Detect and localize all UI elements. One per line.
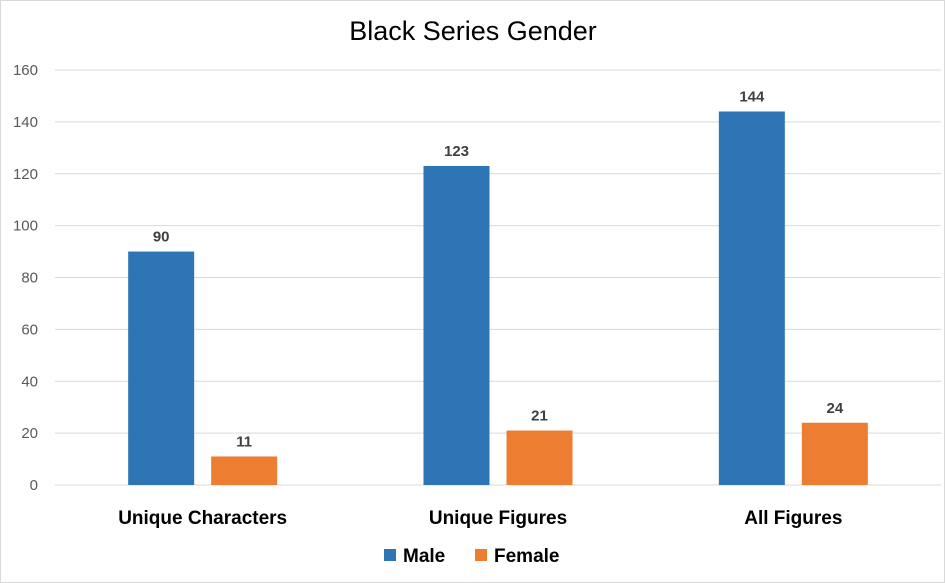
x-axis-categories: Unique Characters Unique Figures All Figur… — [118, 508, 842, 529]
data-label: 123 — [444, 143, 469, 160]
bar-male-2 — [718, 111, 785, 485]
category-label: All Figures — [744, 508, 842, 529]
bar-female-2 — [801, 422, 868, 485]
y-tick-label: 20 — [21, 425, 38, 442]
y-tick-label: 80 — [21, 270, 38, 287]
bar-male-1 — [423, 165, 490, 485]
legend: Male Female — [384, 546, 559, 567]
bar-female-1 — [506, 430, 573, 485]
legend-swatch-female — [475, 549, 487, 561]
data-label: 90 — [153, 229, 170, 246]
data-label: 21 — [531, 408, 548, 425]
y-tick-label: 120 — [13, 166, 38, 183]
legend-swatch-male — [384, 549, 396, 561]
data-label: 11 — [236, 433, 252, 450]
category-label: Unique Figures — [429, 508, 567, 529]
y-axis-ticks: 0 20 40 60 80 100 120 140 160 — [13, 62, 38, 494]
y-tick-label: 140 — [13, 114, 38, 131]
y-tick-label: 160 — [13, 62, 38, 79]
y-tick-label: 40 — [21, 373, 38, 390]
y-tick-label: 100 — [13, 218, 38, 235]
y-tick-label: 60 — [21, 321, 38, 338]
bars — [128, 111, 868, 485]
bar-male-0 — [128, 251, 195, 485]
legend-label-female: Female — [494, 546, 559, 567]
category-label: Unique Characters — [118, 508, 287, 529]
data-label: 24 — [826, 400, 843, 417]
data-label: 144 — [739, 89, 765, 106]
y-tick-label: 0 — [30, 477, 38, 494]
bar-female-0 — [211, 456, 278, 485]
data-labels: 90 11 123 21 144 24 — [153, 89, 844, 451]
chart-title: Black Series Gender — [349, 16, 597, 46]
legend-label-male: Male — [403, 546, 445, 567]
gridlines — [55, 69, 941, 486]
